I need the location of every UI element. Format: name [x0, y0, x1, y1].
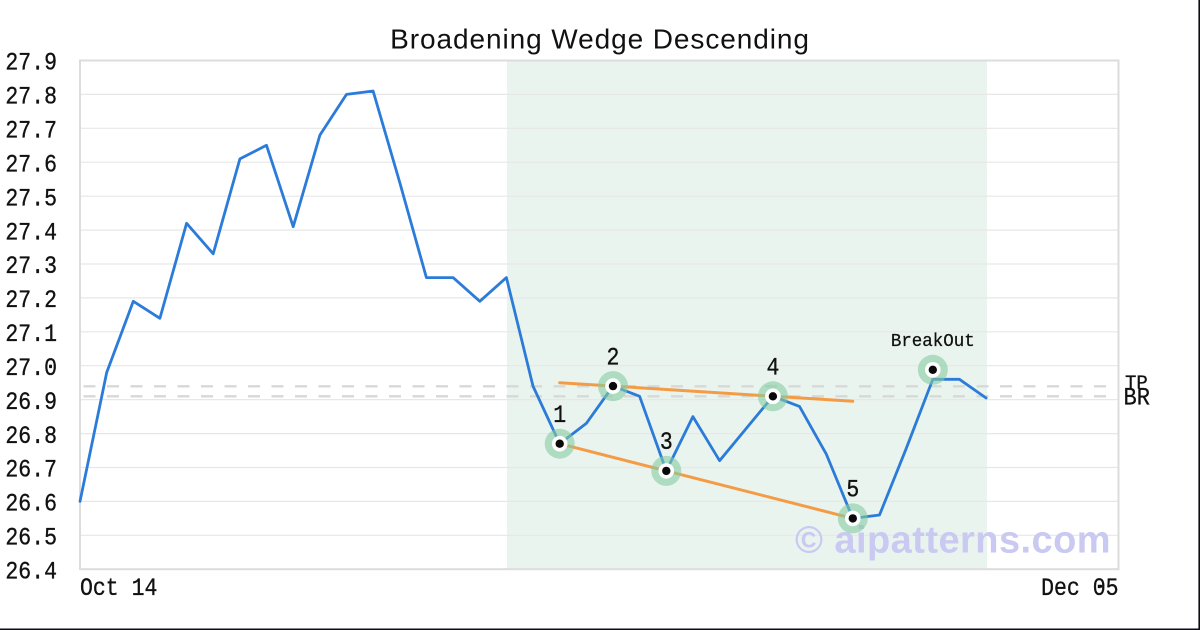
svg-text:26.6: 26.6 — [5, 490, 57, 518]
svg-text:27.1: 27.1 — [5, 321, 57, 349]
svg-text:2: 2 — [607, 344, 620, 372]
svg-text:5: 5 — [846, 476, 859, 504]
svg-text:27.4: 27.4 — [5, 219, 57, 247]
svg-text:26.5: 26.5 — [5, 524, 57, 552]
svg-text:27.2: 27.2 — [5, 287, 57, 315]
svg-text:26.9: 26.9 — [5, 388, 57, 416]
svg-text:4: 4 — [766, 354, 779, 382]
svg-text:TP: TP — [1125, 373, 1148, 395]
svg-text:BreakOut: BreakOut — [891, 332, 975, 352]
svg-text:BR: BR — [1124, 385, 1150, 412]
svg-text:26.4: 26.4 — [5, 558, 57, 586]
svg-text:3: 3 — [660, 429, 673, 457]
svg-text:Oct 14: Oct 14 — [80, 574, 157, 602]
svg-text:Broadening Wedge Descending: Broadening Wedge Descending — [390, 24, 810, 55]
svg-text:27.5: 27.5 — [5, 185, 57, 213]
svg-text:27.0: 27.0 — [5, 355, 57, 383]
svg-text:27.8: 27.8 — [5, 83, 57, 111]
svg-text:27.6: 27.6 — [5, 151, 57, 179]
svg-text:27.9: 27.9 — [5, 49, 57, 77]
svg-text:26.8: 26.8 — [5, 422, 57, 450]
svg-text:26.7: 26.7 — [5, 456, 57, 484]
svg-text:Dec 05: Dec 05 — [1041, 574, 1118, 602]
svg-text:27.3: 27.3 — [5, 253, 57, 281]
svg-text:1: 1 — [553, 402, 566, 430]
svg-text:27.7: 27.7 — [5, 117, 57, 145]
